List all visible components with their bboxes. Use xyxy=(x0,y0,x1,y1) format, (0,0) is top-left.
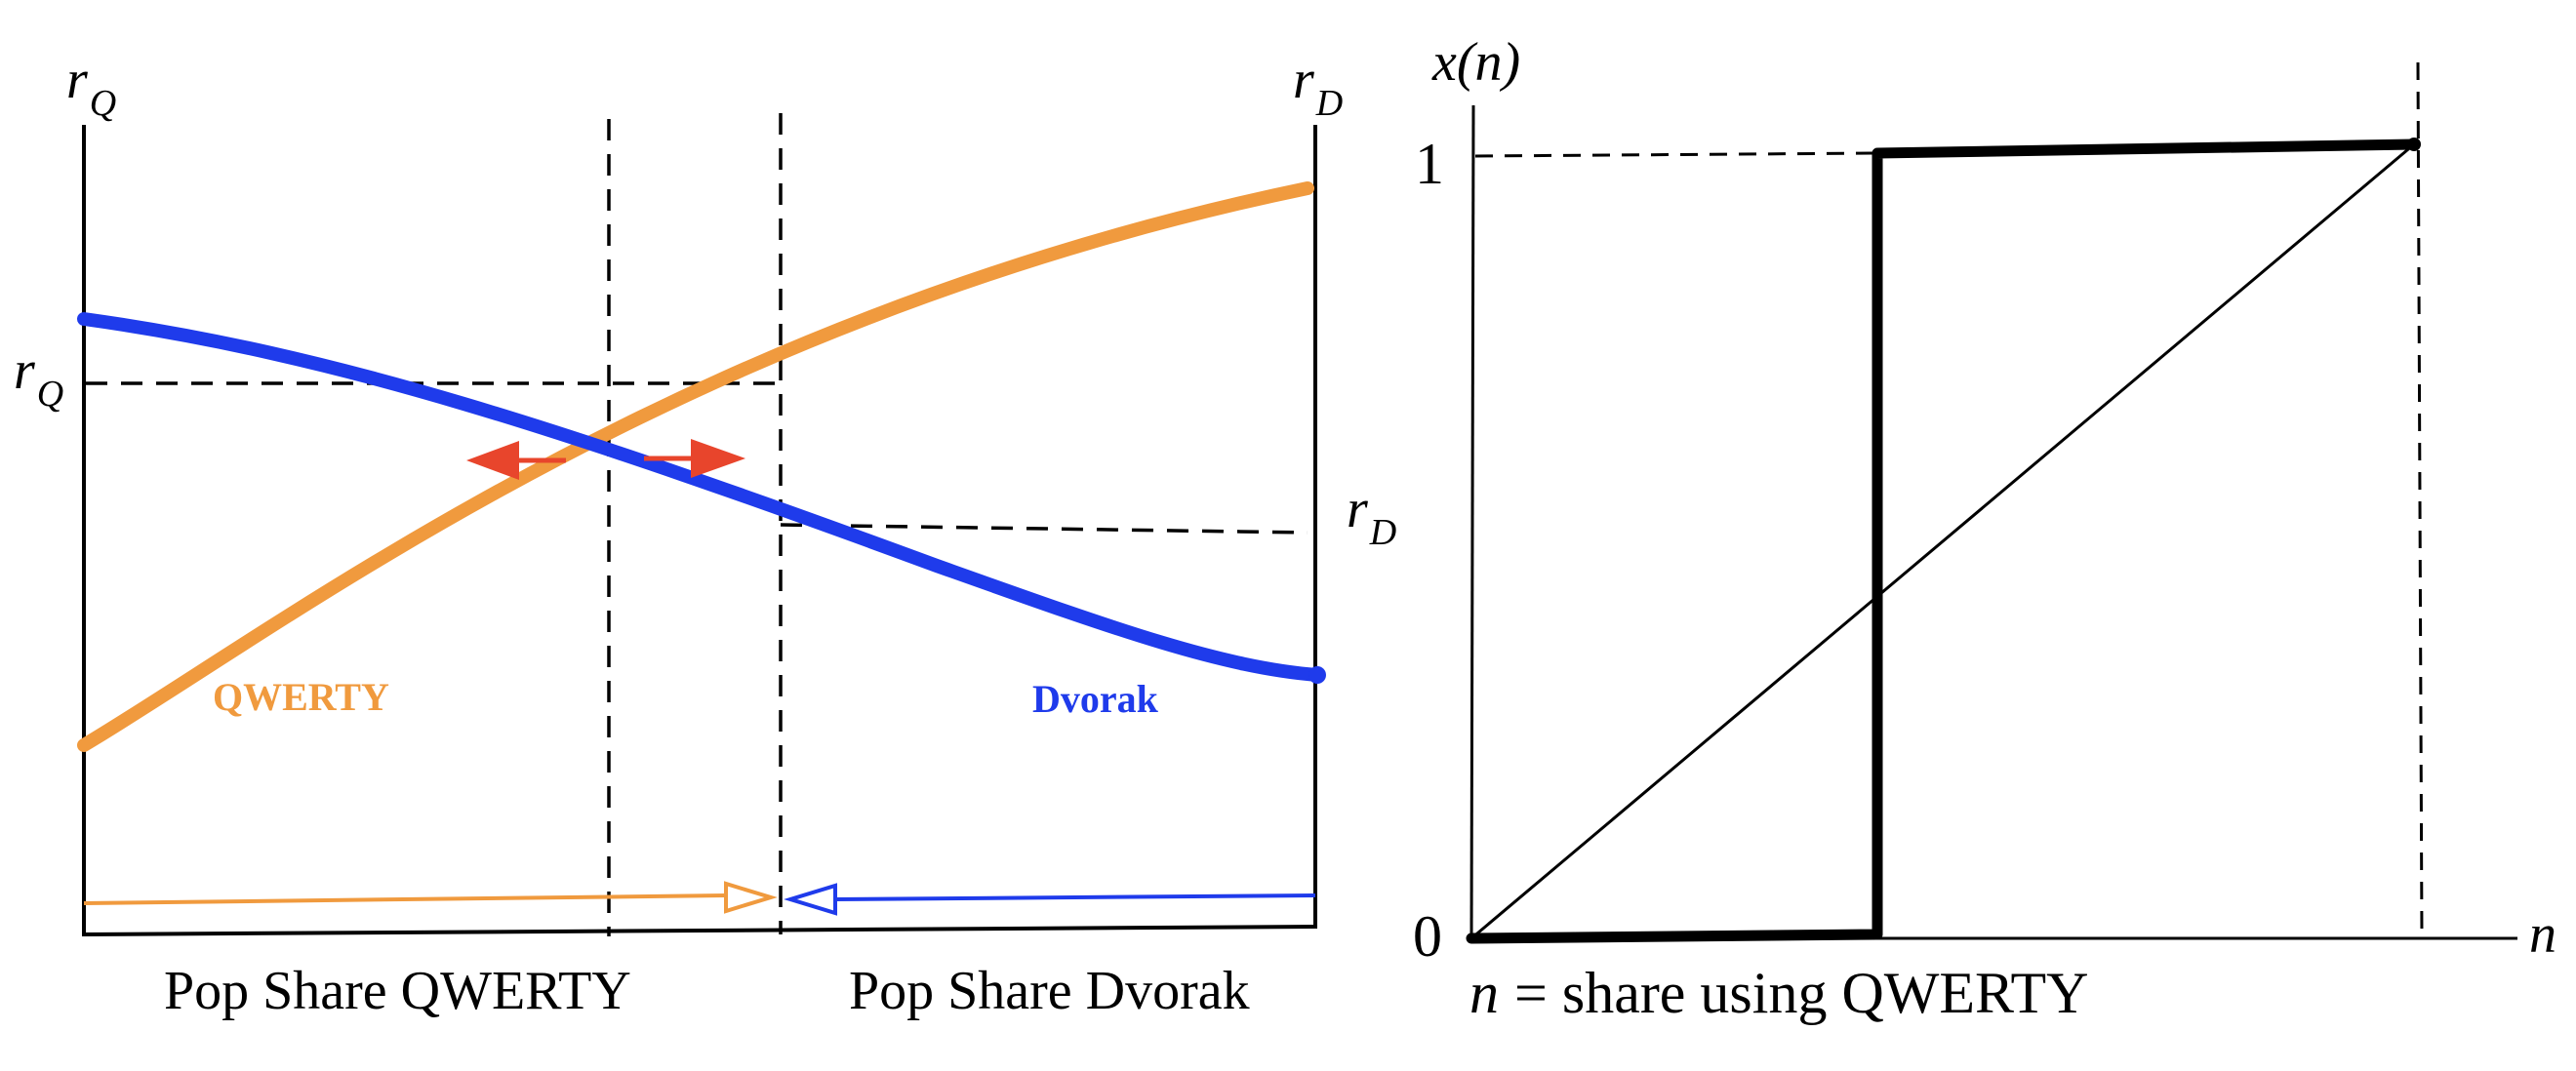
right-panel: x(n) n 1 0 n = share using QWERTY xyxy=(1413,32,2556,1025)
x-label-dvorak-share: Pop Share Dvorak xyxy=(849,961,1250,1021)
bottom-axis-line xyxy=(81,925,1318,936)
dvorak-curve-endpoint xyxy=(1308,666,1326,684)
tick-label-one: 1 xyxy=(1415,132,1444,196)
left-axis-label: rQ xyxy=(66,50,116,124)
n-one-dashed-line xyxy=(2416,61,2424,937)
open-triangle-arrow-left-icon xyxy=(784,883,1316,916)
arrow-right-icon xyxy=(644,439,745,478)
y-axis-label: x(n) xyxy=(1431,32,1520,93)
dvorak-curve-label: Dvorak xyxy=(1032,677,1159,721)
rd-level-label: rD xyxy=(1347,479,1396,553)
rq-level-label: rQ xyxy=(14,340,63,415)
diagonal-line xyxy=(1470,142,2415,940)
dvorak-curve xyxy=(77,312,1324,682)
tick-label-zero: 0 xyxy=(1413,904,1442,969)
step-function-endpoint xyxy=(2407,138,2421,151)
rd-dashed-line xyxy=(780,523,1308,535)
arrow-left-icon xyxy=(466,441,566,480)
open-triangle-arrow-right-icon xyxy=(83,881,778,914)
caption-variable: n xyxy=(1469,961,1499,1025)
left-panel: rQ rD rQ rD QWERTY Dvorak Pop Share QWER… xyxy=(14,50,1396,1021)
qwerty-curve xyxy=(77,181,1314,752)
right-axis-label: rD xyxy=(1293,50,1343,124)
step-function xyxy=(1466,139,2420,944)
y-axis-line xyxy=(1469,104,1475,939)
caption-text: = share using QWERTY xyxy=(1514,961,2088,1025)
x-label-qwerty-share: Pop Share QWERTY xyxy=(164,961,631,1021)
x-axis-label: n xyxy=(2529,904,2556,965)
axis-caption: n = share using QWERTY xyxy=(1469,961,2088,1025)
qwerty-curve-label: QWERTY xyxy=(213,675,389,719)
one-level-dashed-line xyxy=(1474,151,1878,158)
